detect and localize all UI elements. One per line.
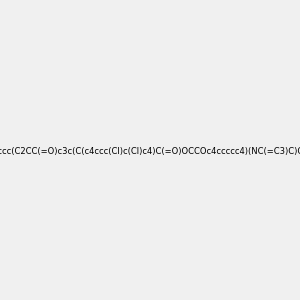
Text: COc1ccc(C2CC(=O)c3c(C(c4ccc(Cl)c(Cl)c4)C(=O)OCCOc4ccccc4)(NC(=C3)C)CC2)cc1: COc1ccc(C2CC(=O)c3c(C(c4ccc(Cl)c(Cl)c4)C… xyxy=(0,147,300,156)
